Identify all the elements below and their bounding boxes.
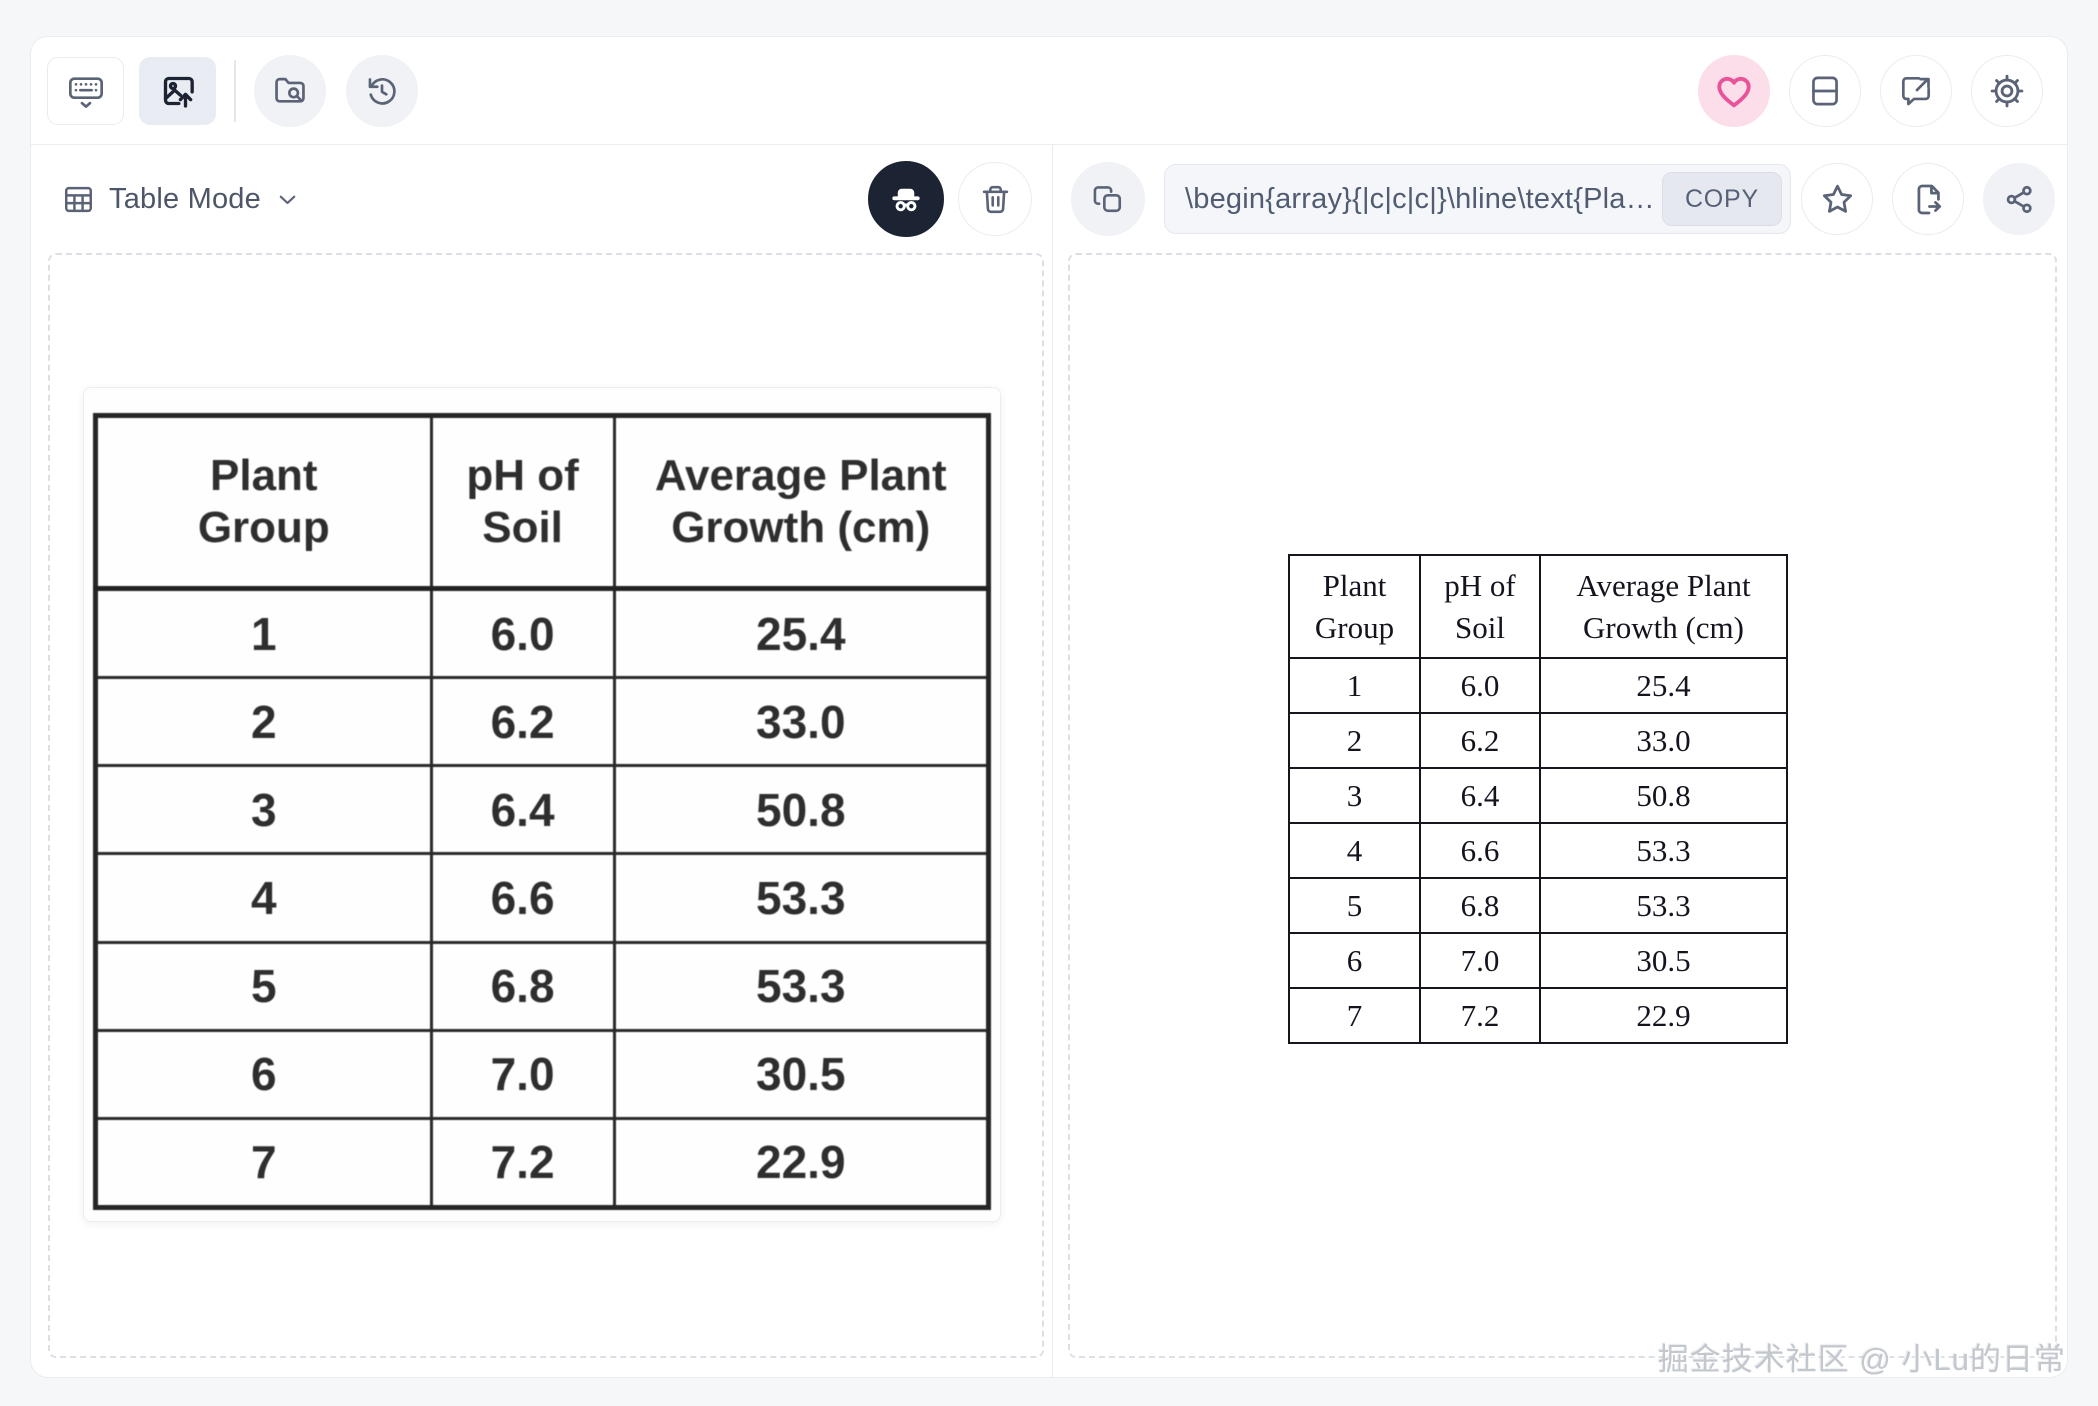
keyboard-input-button[interactable] [47,56,124,125]
scan-table-row: 2 6.2 33.0 [94,676,991,768]
app-window: Table Mode [30,36,2068,1378]
incognito-button[interactable] [868,161,944,237]
top-toolbar [31,37,2067,145]
tex-table-row: 4 6.6 53.3 [1288,822,1788,880]
browse-files-button[interactable] [254,54,326,127]
scan-table-row: 4 6.6 53.3 [94,852,991,944]
result-preview-area: Plant Group pH of Soil Average Plant Growth… [1068,253,2057,1358]
incognito-icon [884,177,928,221]
tex-header-cell: pH of Soil [1419,553,1541,660]
mode-dropdown[interactable]: Table Mode [61,182,301,217]
tex-header-row: Plant Group pH of Soil Average Plant Growth… [1288,553,1788,660]
trash-icon [977,181,1014,218]
scan-header-row: Plant Group pH of Soil Average Plant Growth… [94,414,991,591]
tex-table-row: 6 7.0 30.5 [1288,932,1788,990]
image-upload-button[interactable] [139,56,216,125]
scan-table-row: 1 6.0 25.4 [94,586,991,680]
tex-table-row: 1 6.0 25.4 [1288,657,1788,715]
latex-output-text: \begin{array}{|c|c|c|}\hline\text{Pla… [1185,182,1655,215]
split-view-button[interactable] [1789,54,1861,127]
scanned-table: Plant Group pH of Soil Average Plant Growth… [93,413,991,1210]
chevron-down-icon [274,186,301,213]
split-layout-icon [1806,72,1844,110]
star-button[interactable] [1801,163,1873,235]
export-button[interactable] [1892,163,1964,235]
share-button[interactable] [1983,163,2055,235]
gear-icon [1988,72,2026,110]
star-icon [1818,180,1857,219]
folder-search-icon [271,72,309,110]
keyboard-icon [66,71,106,111]
tex-header-cell: Average Plant Growth (cm) [1539,553,1788,660]
watermark: 掘金技术社区 @ 小Lu的日常 [1657,1342,2066,1377]
table-grid-icon [61,182,96,217]
tex-table-row: 3 6.4 50.8 [1288,767,1788,825]
history-icon [363,72,401,110]
export-file-icon [1909,180,1948,219]
copy-icon [1090,181,1127,218]
content-area: Table Mode [31,145,2067,1378]
result-panel-header: \begin{array}{|c|c|c|}\hline\text{Pla… C… [1053,145,2067,253]
scan-table-row: 7 7.2 22.9 [94,1116,991,1210]
feedback-icon [1897,72,1935,110]
toolbar-divider [234,59,236,122]
scan-table-row: 6 7.0 30.5 [94,1028,991,1120]
tex-table-row: 7 7.2 22.9 [1288,987,1788,1045]
history-button[interactable] [346,54,418,127]
scan-header-cell: Plant Group [94,414,433,591]
mode-dropdown-label: Table Mode [109,182,261,215]
scan-table-row: 5 6.8 53.3 [94,940,991,1032]
copy-latex-button[interactable]: COPY [1661,172,1782,226]
copy-result-button[interactable] [1071,162,1145,236]
share-icon [2001,181,2038,218]
scan-table-row: 3 6.4 50.8 [94,764,991,856]
rendered-latex-table: Plant Group pH of Soil Average Plant Growth… [1288,553,1788,1045]
tex-header-cell: Plant Group [1288,553,1421,660]
settings-button[interactable] [1971,54,2043,127]
scanned-table-image: Plant Group pH of Soil Average Plant Growth… [83,387,1001,1222]
source-panel: Table Mode [31,145,1053,1378]
scan-header-cell: Average Plant Growth (cm) [612,414,991,591]
tex-table-row: 5 6.8 53.3 [1288,877,1788,935]
source-panel-header: Table Mode [31,145,1052,253]
tex-table-row: 2 6.2 33.0 [1288,712,1788,770]
favorite-button[interactable] [1698,54,1770,127]
result-panel: \begin{array}{|c|c|c|}\hline\text{Pla… C… [1053,145,2067,1378]
latex-output-field[interactable]: \begin{array}{|c|c|c|}\hline\text{Pla… C… [1164,164,1791,234]
source-image-dropzone: Plant Group pH of Soil Average Plant Growth… [48,253,1044,1358]
image-upload-icon [158,71,198,111]
delete-button[interactable] [958,162,1032,236]
scan-header-cell: pH of Soil [429,414,616,591]
feedback-button[interactable] [1880,54,1952,127]
heart-icon [1713,70,1755,112]
